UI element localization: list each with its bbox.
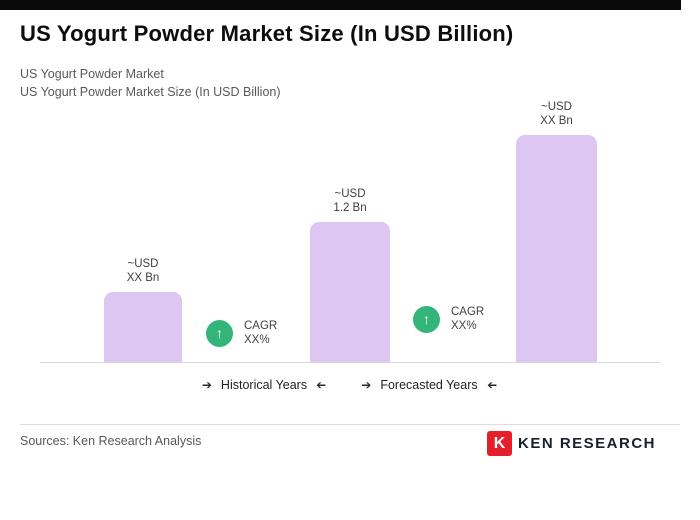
cagr-label: CAGR	[244, 320, 278, 332]
sources-text: Sources: Ken Research Analysis	[20, 434, 202, 448]
subtitle-market: US Yogurt Powder Market	[20, 67, 164, 81]
bar-historical	[104, 292, 182, 362]
bar-forecast	[516, 135, 597, 362]
bar-value-label: ~USD XX Bn	[540, 101, 573, 127]
arrow-up-circle-icon: ↑	[206, 319, 233, 347]
arrow-right-icon: ➔	[361, 378, 372, 392]
footer-divider	[20, 424, 680, 425]
axis-label-historical-years: ➔ Historical Years ➔	[159, 378, 369, 392]
arrow-right-icon: ➔	[201, 378, 212, 392]
bar-group-base: ~USD 1.2 Bn	[310, 187, 390, 362]
bar-base	[310, 222, 390, 362]
axis-label-text: Historical Years	[220, 378, 308, 392]
page-title: US Yogurt Powder Market Size (In USD Bil…	[20, 21, 514, 46]
cagr-label: CAGR	[451, 306, 485, 318]
bar-value-label: ~USD 1.2 Bn	[333, 188, 367, 214]
top-accent-bar	[0, 0, 681, 10]
cagr-value: XX%	[244, 334, 270, 346]
cagr-annotation-historical: ↑ CAGR XX%	[206, 319, 277, 347]
axis-label-text: Forecasted Years	[380, 378, 478, 392]
axis-label-forecasted-years: ➔ Forecasted Years ➔	[324, 378, 534, 392]
bar-group-historical: ~USD XX Bn	[104, 257, 182, 362]
ken-research-logo: K KEN RESEARCH	[487, 431, 656, 456]
arrow-left-icon: ➔	[486, 378, 497, 392]
cagr-annotation-forecast: ↑ CAGR XX%	[413, 305, 484, 333]
ken-research-logo-icon: K	[487, 431, 512, 456]
bar-group-forecast: ~USD XX Bn	[516, 100, 597, 362]
bar-value-label: ~USD XX Bn	[126, 258, 160, 284]
cagr-value: XX%	[451, 320, 477, 332]
ken-research-wordmark: KEN RESEARCH	[518, 435, 657, 452]
arrow-up-circle-icon: ↑	[413, 305, 440, 333]
subtitle-market-size: US Yogurt Powder Market Size (In USD Bil…	[20, 85, 281, 99]
bar-chart: ~USD XX Bn ~USD 1.2 Bn ~USD XX Bn ↑ CAGR…	[40, 100, 660, 363]
